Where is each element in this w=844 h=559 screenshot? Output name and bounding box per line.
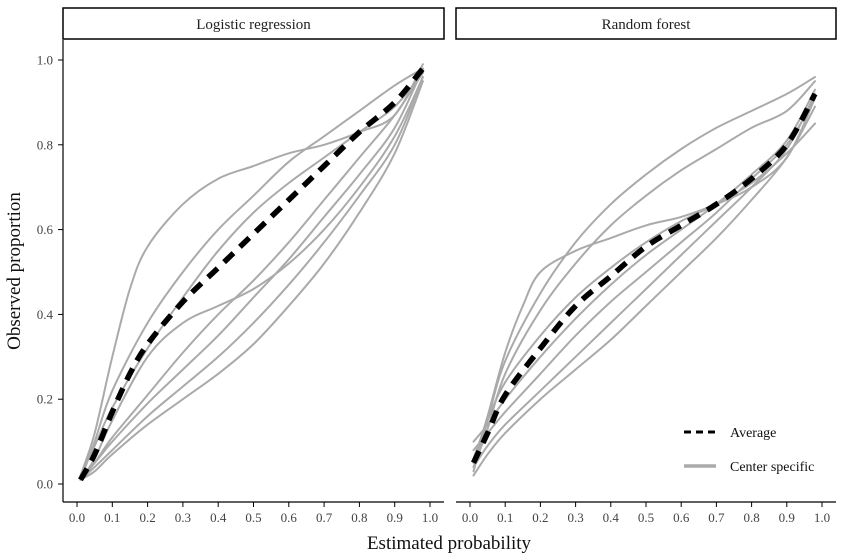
center-curve-7: [79, 76, 424, 481]
x-tick-label: 1.0: [422, 510, 438, 525]
x-tick-label: 0.1: [104, 510, 120, 525]
y-tick-label: 0.2: [37, 392, 53, 407]
y-tick-label: 0.0: [37, 477, 53, 492]
center-curve-5: [79, 71, 424, 481]
center-curve-6: [472, 97, 816, 452]
panel-title-random-forest: Random forest: [602, 17, 692, 33]
average-curve: [471, 92, 818, 465]
x-tick-label: 0.0: [69, 510, 85, 525]
x-tick-label: 0.7: [708, 510, 725, 525]
panel-logistic-regression: Logistic regression 0.0 0.1 0.2 0.3 0.4 0.5 0.…: [37, 7, 445, 525]
y-tick-label: 1.0: [37, 53, 53, 68]
center-curve-4: [472, 122, 816, 460]
y-ticks: 0.0 0.2 0.4 0.6 0.8 1.0: [37, 53, 63, 492]
x-tick-label: 0.3: [175, 510, 191, 525]
x-tick-label: 0.7: [316, 510, 333, 525]
curves-random-forest: [471, 76, 818, 477]
x-tick-label: 0.2: [139, 510, 155, 525]
strip-random-forest: [455, 7, 837, 40]
x-tick-label: 0.6: [281, 510, 298, 525]
y-tick-label: 0.6: [37, 222, 54, 237]
average-curve: [78, 66, 426, 482]
x-tick-label: 0.6: [673, 510, 690, 525]
y-tick-label: 0.8: [37, 137, 53, 152]
y-axis-title: Observed proportion: [4, 192, 25, 350]
panel-random-forest: Random forest 0.0 0.1 0.2 0.3 0.4 0.5 0.6 0.7 0.…: [455, 7, 837, 525]
x-tick-label: 0.4: [210, 510, 227, 525]
legend-label-center-specific: Center specific: [730, 460, 814, 475]
x-tick-label: 0.4: [603, 510, 620, 525]
x-axis-title: Estimated probability: [367, 533, 532, 554]
center-curve-2: [79, 67, 424, 481]
x-tick-label: 1.0: [814, 510, 830, 525]
x-tick-label: 0.9: [387, 510, 403, 525]
y-tick-label: 0.4: [37, 307, 54, 322]
center-curve-3: [472, 97, 816, 464]
x-tick-label: 0.2: [532, 510, 548, 525]
legend-label-average: Average: [730, 426, 776, 441]
x-tick-label: 0.8: [743, 510, 759, 525]
x-ticks-random-forest: 0.0 0.1 0.2 0.3 0.4 0.5 0.6 0.7 0.8 0.9 1.0: [462, 502, 830, 525]
x-tick-label: 0.8: [351, 510, 367, 525]
x-tick-label: 0.0: [462, 510, 478, 525]
legend: Average Center specific: [684, 426, 814, 475]
center-curve-8: [79, 80, 424, 481]
x-tick-label: 0.3: [567, 510, 583, 525]
center-curve-5: [472, 88, 816, 443]
x-tick-label: 0.1: [497, 510, 513, 525]
x-tick-label: 0.9: [779, 510, 795, 525]
center-curve-1: [472, 76, 816, 473]
x-tick-label: 0.5: [638, 510, 654, 525]
strip-logistic-regression: [62, 7, 445, 40]
center-curve-2: [472, 80, 816, 468]
curves-logistic-regression: [78, 63, 426, 482]
center-curve-7: [472, 92, 816, 468]
x-tick-label: 0.5: [245, 510, 261, 525]
panel-title-logistic-regression: Logistic regression: [196, 17, 311, 33]
center-curve-8: [472, 105, 816, 477]
x-ticks-logistic: 0.0 0.1 0.2 0.3 0.4 0.5 0.6 0.7 0.8 0.9 1.0: [69, 502, 438, 525]
center-curve-6: [79, 67, 424, 477]
